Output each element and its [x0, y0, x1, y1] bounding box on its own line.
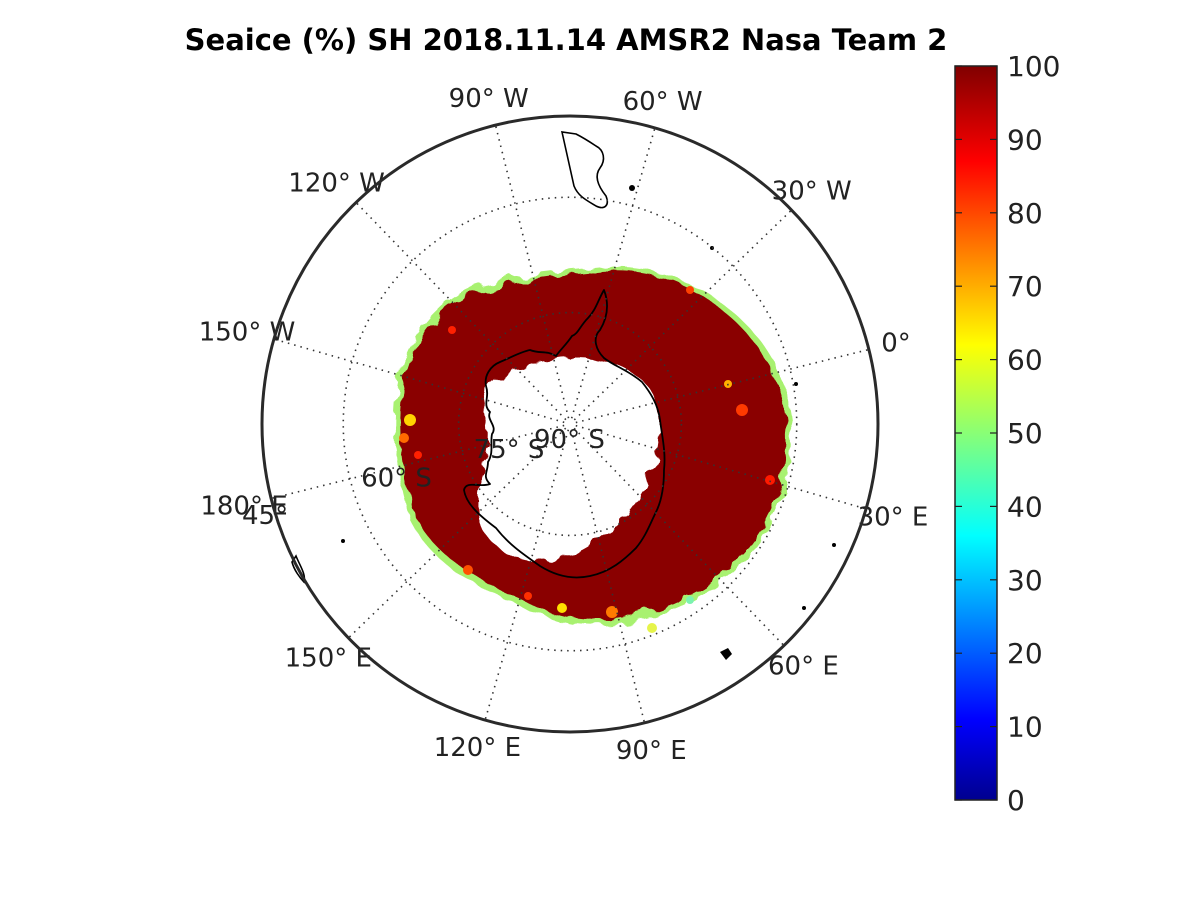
antarctica-coastline: [463, 289, 666, 579]
meridian-label: 30° E: [858, 503, 929, 533]
colorbar-tick-label: 30: [1007, 564, 1043, 597]
meridian-line: [273, 338, 565, 424]
latitude-circle: [342, 196, 798, 652]
meridian-line: [355, 201, 567, 421]
ice-edge-speckle: [399, 286, 775, 633]
meridian-line: [575, 424, 867, 510]
latitude-label: 60° S: [361, 463, 432, 493]
map-frame: [260, 114, 880, 734]
colorbar-tick-label: 60: [1007, 344, 1043, 377]
colorbar-tick-label: 0: [1007, 784, 1025, 817]
south-america-coastline: [560, 131, 609, 209]
island: [794, 382, 798, 386]
meridian-label: 90° W: [449, 84, 529, 114]
overlap-label: 45°: [242, 501, 288, 531]
colorbar-tick-label: 40: [1007, 490, 1043, 523]
meridian-line: [575, 348, 870, 424]
colorbar-tick-label: 80: [1007, 197, 1043, 230]
meridian-line: [494, 124, 570, 419]
island: [629, 185, 635, 191]
latitude-label: 75° S: [474, 435, 545, 465]
meridian-line: [573, 427, 785, 647]
meridian-label: 120° E: [434, 733, 521, 763]
figure-title: Seaice (%) SH 2018.11.14 AMSR2 Nasa Team…: [185, 23, 948, 57]
meridian-label: 120° W: [288, 168, 385, 198]
graticule: [270, 124, 870, 724]
colorbar-tick-label: 50: [1007, 417, 1043, 450]
meridian-label: 90° E: [616, 736, 687, 766]
sea-ice-pack: [400, 271, 787, 620]
colorbar-tick-label: 90: [1007, 123, 1043, 156]
meridian-label: 0°: [881, 329, 911, 359]
meridian-line: [484, 429, 570, 721]
meridian-line: [570, 127, 656, 419]
pole-label: 90° S: [534, 425, 605, 455]
island: [341, 539, 345, 543]
meridian-line: [573, 209, 793, 421]
meridian-label: 60° E: [768, 652, 839, 682]
meridian-line: [347, 427, 567, 639]
kerguelen-island: [720, 648, 732, 660]
colorbar-tick-label: 10: [1007, 711, 1043, 744]
meridian-line: [570, 429, 646, 724]
colorbar-tick-label: 70: [1007, 270, 1043, 303]
latitude-circle: [457, 311, 683, 537]
meridian-line: [270, 424, 565, 500]
island: [802, 606, 806, 610]
sea-ice-layer: [394, 267, 793, 633]
colorbar-tick-label: 100: [1007, 50, 1060, 83]
island: [832, 543, 836, 547]
meridian-label: 60° W: [623, 87, 703, 117]
colorbar-tick-label: 20: [1007, 637, 1043, 670]
